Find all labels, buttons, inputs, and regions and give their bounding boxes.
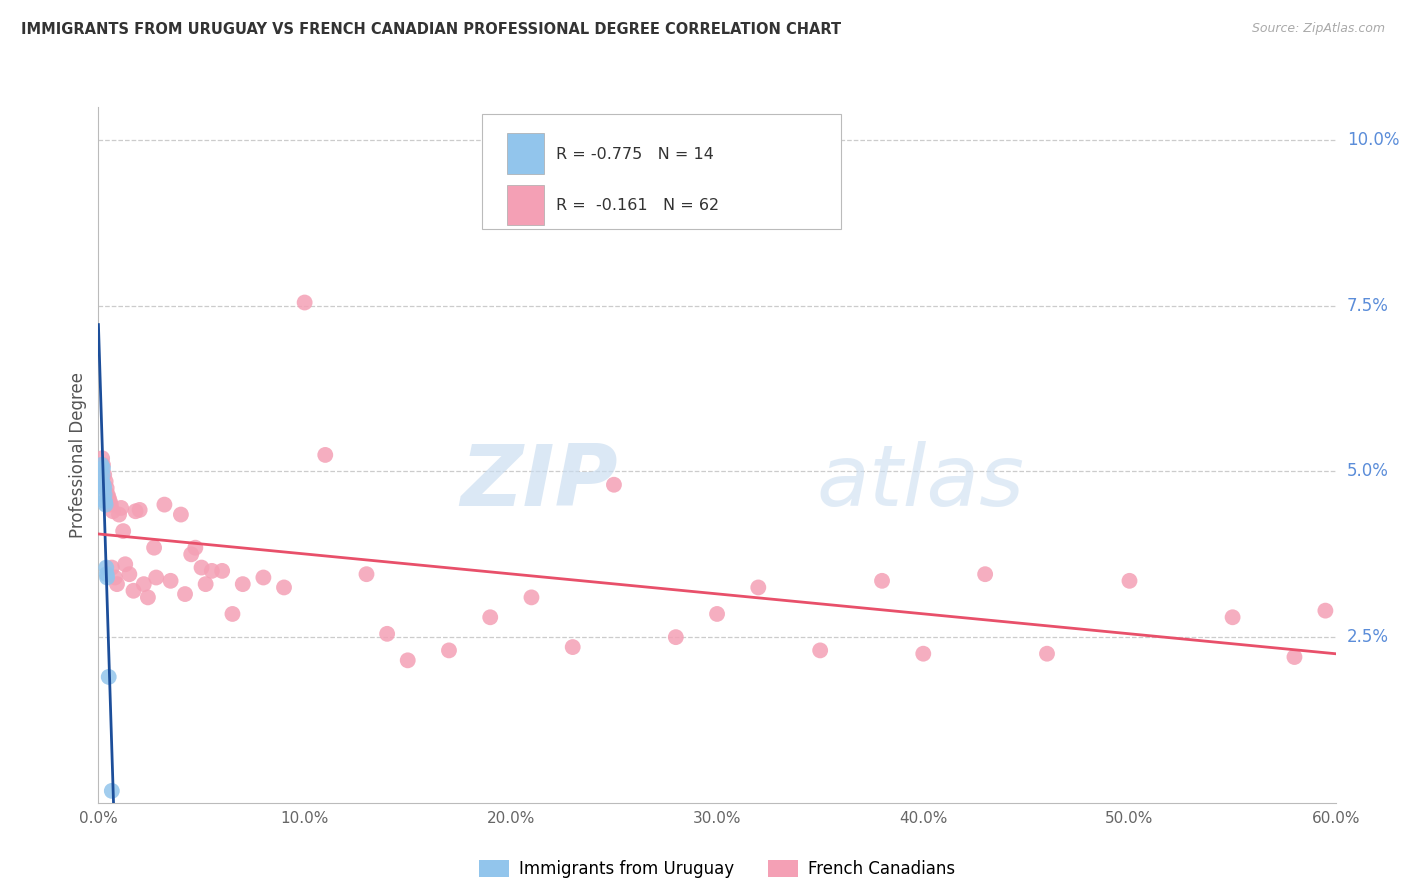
- Point: [1118, 574, 1140, 588]
- Text: IMMIGRANTS FROM URUGUAY VS FRENCH CANADIAN PROFESSIONAL DEGREE CORRELATION CHART: IMMIGRANTS FROM URUGUAY VS FRENCH CANADI…: [21, 22, 841, 37]
- Text: atlas: atlas: [815, 442, 1024, 524]
- FancyBboxPatch shape: [506, 133, 544, 174]
- Point: [108, 508, 131, 522]
- Point: [375, 627, 398, 641]
- Point: [294, 295, 316, 310]
- Point: [124, 504, 146, 518]
- Point: [97, 491, 120, 505]
- Legend: Immigrants from Uruguay, French Canadians: Immigrants from Uruguay, French Canadian…: [472, 854, 962, 885]
- Point: [180, 547, 202, 561]
- Point: [132, 577, 155, 591]
- Point: [96, 560, 118, 574]
- Point: [101, 560, 124, 574]
- Point: [91, 467, 114, 482]
- Point: [396, 653, 419, 667]
- Point: [561, 640, 583, 654]
- Point: [97, 670, 120, 684]
- Point: [159, 574, 181, 588]
- Point: [97, 488, 120, 502]
- Text: 2.5%: 2.5%: [1347, 628, 1389, 646]
- Point: [93, 481, 115, 495]
- Point: [90, 461, 112, 475]
- Point: [94, 494, 117, 508]
- Point: [520, 591, 543, 605]
- Point: [190, 560, 212, 574]
- Point: [1315, 604, 1337, 618]
- Text: 7.5%: 7.5%: [1347, 297, 1389, 315]
- Point: [665, 630, 688, 644]
- Point: [211, 564, 233, 578]
- Point: [1284, 650, 1306, 665]
- Text: 10.0%: 10.0%: [1347, 131, 1399, 149]
- Point: [870, 574, 893, 588]
- Text: R = -0.775   N = 14: R = -0.775 N = 14: [557, 146, 714, 161]
- Point: [136, 591, 159, 605]
- Text: R =  -0.161   N = 62: R = -0.161 N = 62: [557, 198, 720, 213]
- Point: [110, 500, 132, 515]
- Point: [603, 477, 626, 491]
- Point: [118, 567, 141, 582]
- Point: [184, 541, 207, 555]
- Point: [101, 784, 124, 798]
- Point: [273, 581, 295, 595]
- Point: [479, 610, 502, 624]
- Point: [912, 647, 935, 661]
- Point: [1036, 647, 1059, 661]
- Point: [96, 570, 118, 584]
- Point: [194, 577, 217, 591]
- Point: [232, 577, 254, 591]
- Point: [94, 498, 117, 512]
- FancyBboxPatch shape: [506, 185, 544, 226]
- Point: [105, 577, 128, 591]
- Point: [91, 451, 114, 466]
- Point: [808, 643, 831, 657]
- Point: [252, 570, 274, 584]
- Point: [112, 524, 135, 538]
- Text: Source: ZipAtlas.com: Source: ZipAtlas.com: [1251, 22, 1385, 36]
- Point: [100, 498, 122, 512]
- Point: [356, 567, 378, 582]
- Point: [94, 475, 117, 489]
- Point: [153, 498, 176, 512]
- Point: [221, 607, 243, 621]
- Point: [98, 494, 121, 508]
- Point: [91, 475, 114, 489]
- Point: [114, 558, 136, 572]
- Point: [145, 570, 167, 584]
- Point: [201, 564, 224, 578]
- Point: [90, 458, 112, 472]
- Point: [93, 467, 115, 482]
- Point: [706, 607, 728, 621]
- Y-axis label: Professional Degree: Professional Degree: [69, 372, 87, 538]
- Point: [174, 587, 197, 601]
- Point: [170, 508, 193, 522]
- Point: [93, 477, 115, 491]
- Point: [122, 583, 145, 598]
- Point: [96, 481, 118, 495]
- FancyBboxPatch shape: [482, 114, 841, 229]
- Text: ZIP: ZIP: [460, 442, 619, 524]
- Point: [96, 567, 118, 582]
- Point: [314, 448, 336, 462]
- Text: 5.0%: 5.0%: [1347, 462, 1389, 481]
- Point: [143, 541, 166, 555]
- Point: [1222, 610, 1244, 624]
- Point: [91, 458, 114, 472]
- Point: [104, 570, 127, 584]
- Point: [437, 643, 460, 657]
- Point: [101, 504, 124, 518]
- Point: [93, 488, 115, 502]
- Point: [128, 503, 150, 517]
- Point: [91, 461, 114, 475]
- Point: [747, 581, 769, 595]
- Point: [974, 567, 997, 582]
